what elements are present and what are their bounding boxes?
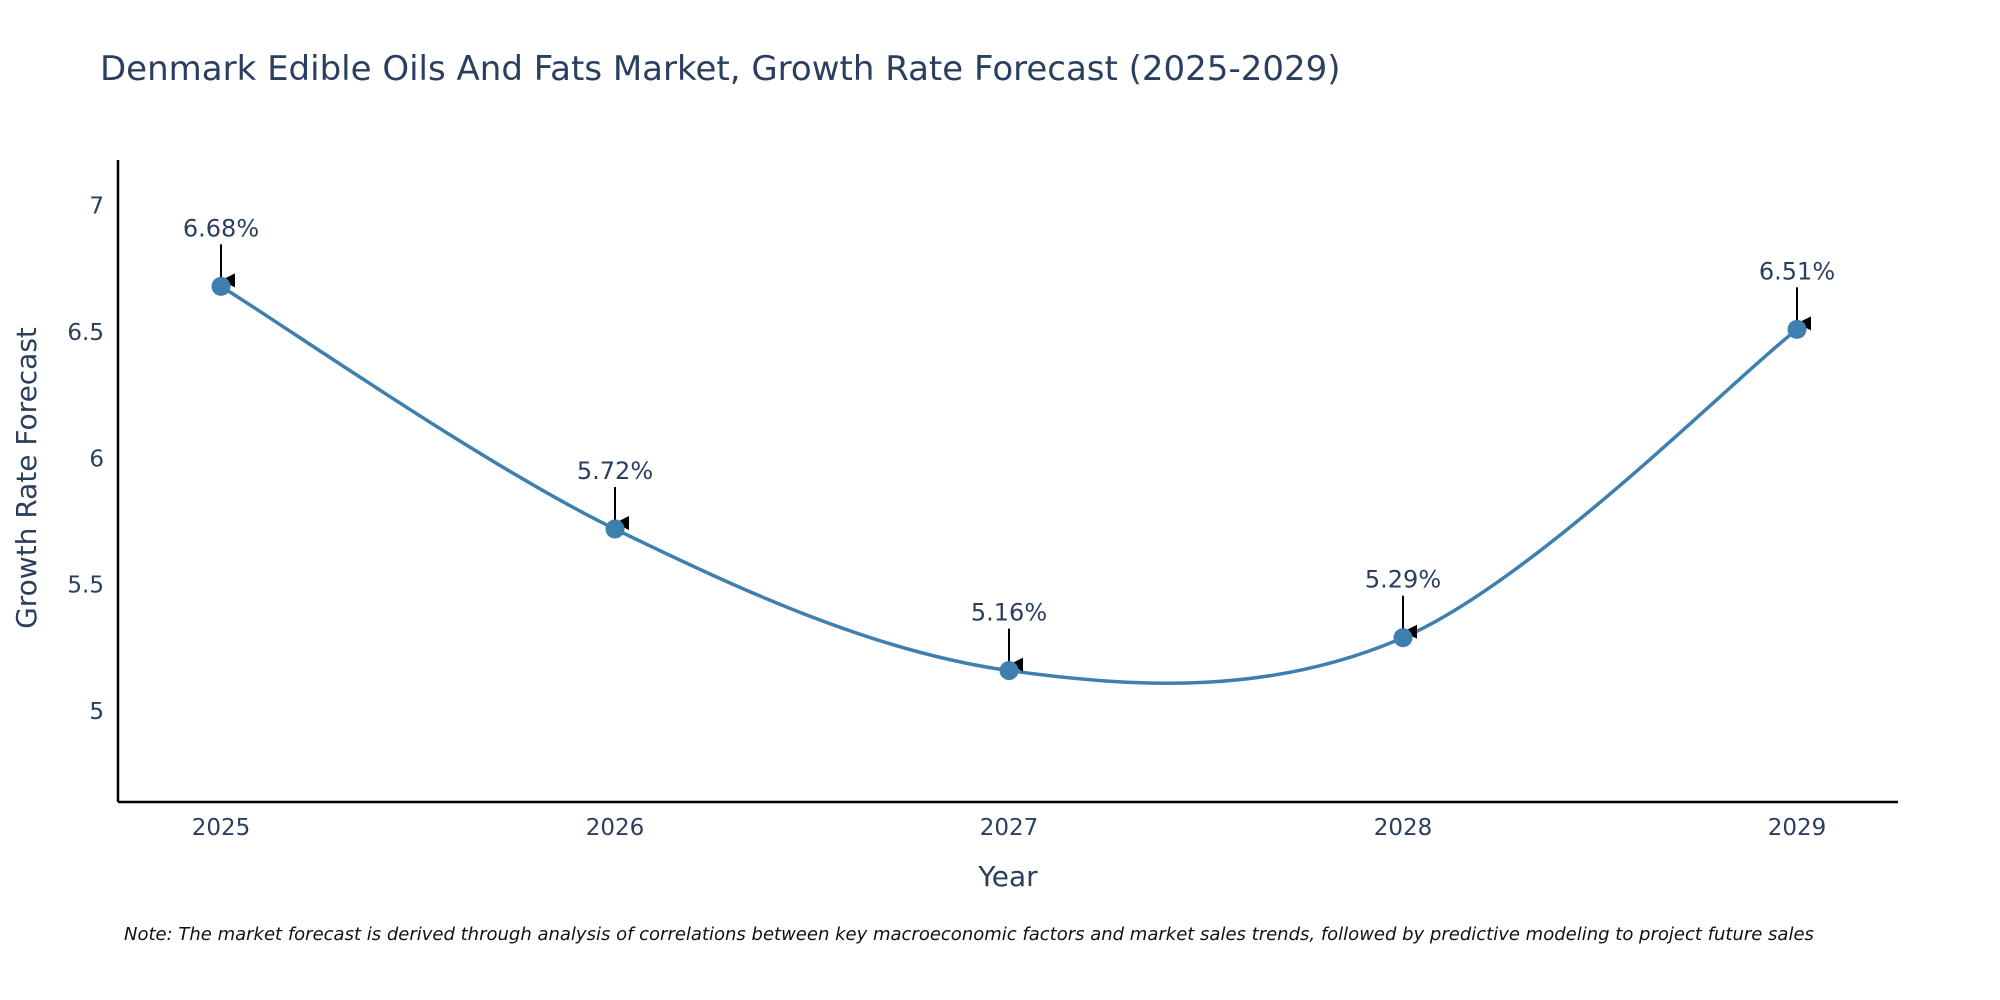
x-axis-ticks: 2025 2026 2027 2028 2029: [192, 815, 1827, 841]
data-point[interactable]: [605, 519, 625, 539]
data-point[interactable]: [211, 276, 231, 296]
data-label-annotations: 6.68% 5.72% 5.16% 5.29% 6.51%: [183, 214, 1835, 672]
data-label: 5.29%: [1365, 566, 1441, 594]
y-tick-label: 6: [89, 446, 104, 472]
y-tick-label: 6.5: [67, 320, 104, 346]
forecast-note: Note: The market forecast is derived thr…: [124, 924, 1814, 945]
plot-area: 5 5.5 6 6.5 7 2025 2026 2027 2028 2029 6.68% 5.72…: [67, 160, 1898, 841]
chart-title: Denmark Edible Oils And Fats Market, Gro…: [100, 49, 1341, 89]
x-tick-label: 2029: [1768, 815, 1827, 841]
x-tick-label: 2028: [1374, 815, 1433, 841]
data-label: 6.68%: [183, 214, 259, 242]
x-tick-label: 2025: [192, 815, 251, 841]
data-label: 6.51%: [1759, 257, 1835, 285]
data-label: 5.16%: [971, 599, 1047, 627]
y-tick-label: 5: [89, 699, 104, 725]
data-label: 5.72%: [577, 457, 653, 485]
data-point[interactable]: [1393, 628, 1413, 648]
data-point[interactable]: [999, 661, 1019, 681]
x-tick-label: 2027: [980, 815, 1039, 841]
data-point-markers: [211, 276, 1807, 681]
y-tick-label: 5.5: [67, 573, 104, 599]
x-axis-title: Year: [977, 860, 1038, 893]
y-tick-label: 7: [89, 193, 104, 219]
x-tick-label: 2026: [586, 815, 645, 841]
data-point[interactable]: [1787, 319, 1807, 339]
y-axis-title: Growth Rate Forecast: [10, 327, 43, 629]
y-axis-ticks: 5 5.5 6 6.5 7: [67, 193, 104, 725]
